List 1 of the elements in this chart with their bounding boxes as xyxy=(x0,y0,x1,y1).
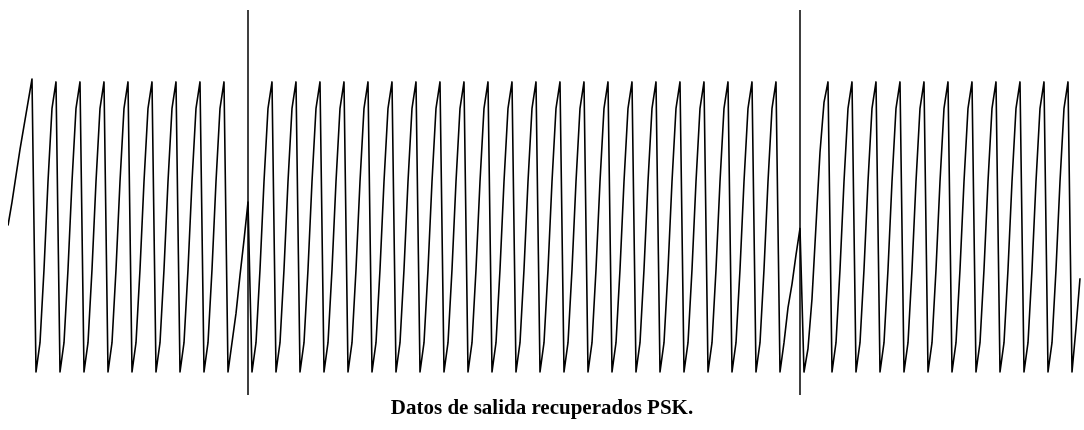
text: Datos de salida recuperados PSK. xyxy=(390,395,694,419)
